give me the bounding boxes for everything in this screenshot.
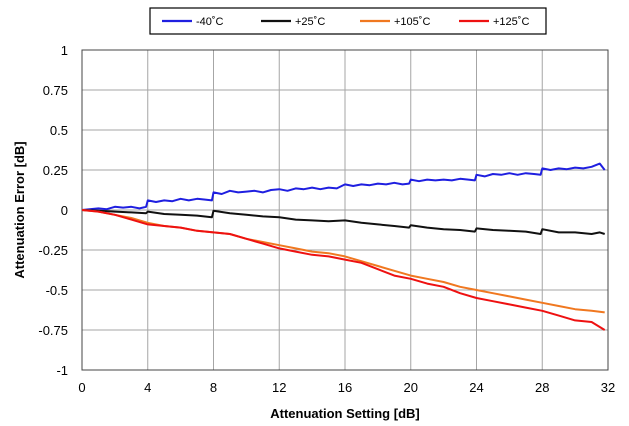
series-layer bbox=[81, 162, 606, 331]
x-axis-ticks: 0 4 8 12 16 20 24 28 32 bbox=[78, 380, 615, 395]
grid bbox=[81, 49, 609, 371]
y-axis-title: Attenuation Error [dB] bbox=[12, 141, 27, 278]
y-tick-label: 0.5 bbox=[50, 123, 68, 138]
series-line-1 bbox=[81, 162, 606, 211]
x-axis-title: Attenuation Setting [dB] bbox=[270, 406, 419, 421]
x-tick-label: 0 bbox=[78, 380, 85, 395]
y-tick-label: 1 bbox=[61, 43, 68, 58]
x-tick-label: 24 bbox=[469, 380, 483, 395]
legend-label: +105˚C bbox=[394, 16, 430, 28]
x-tick-label: 4 bbox=[144, 380, 151, 395]
y-tick-label: -0.5 bbox=[46, 283, 68, 298]
series-line-2 bbox=[81, 209, 606, 235]
y-tick-label: 0.75 bbox=[43, 83, 68, 98]
x-tick-label: 8 bbox=[210, 380, 217, 395]
x-tick-label: 12 bbox=[272, 380, 286, 395]
y-tick-label: -0.75 bbox=[38, 323, 68, 338]
x-tick-label: 16 bbox=[338, 380, 352, 395]
x-tick-label: 28 bbox=[535, 380, 549, 395]
x-tick-label: 20 bbox=[404, 380, 418, 395]
series-line-4 bbox=[81, 209, 606, 331]
y-tick-label: 0.25 bbox=[43, 163, 68, 178]
y-tick-label: -1 bbox=[56, 363, 68, 378]
y-tick-label: -0.25 bbox=[38, 243, 68, 258]
x-tick-label: 32 bbox=[601, 380, 615, 395]
legend-label: +25˚C bbox=[295, 16, 325, 28]
y-axis-ticks: 1 0.75 0.5 0.25 0 -0.25 -0.5 -0.75 -1 bbox=[38, 43, 68, 378]
y-tick-label: 0 bbox=[61, 203, 68, 218]
legend: -40˚C +25˚C +105˚C +125˚C bbox=[149, 7, 547, 35]
legend-label: +125˚C bbox=[493, 16, 529, 28]
legend-label: -40˚C bbox=[196, 16, 224, 28]
